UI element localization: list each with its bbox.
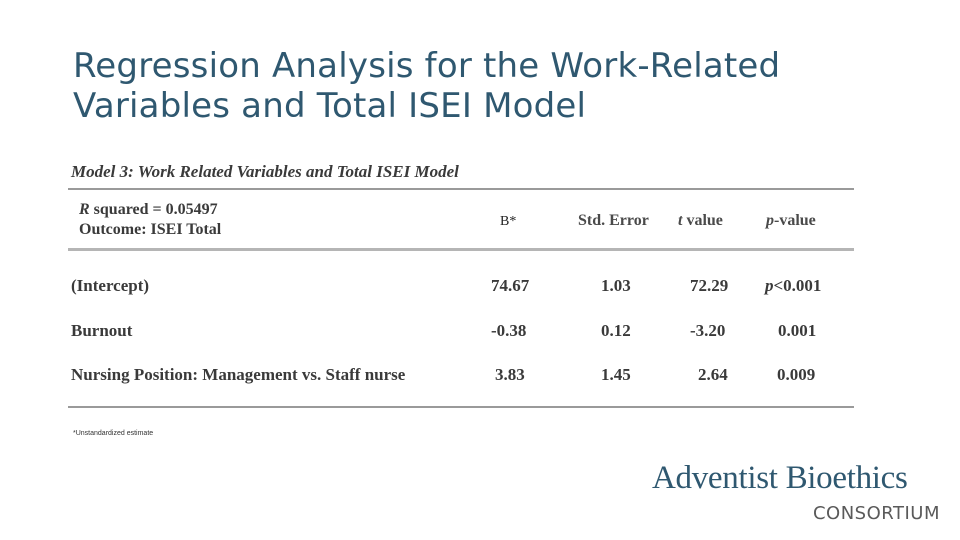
- table-row: (Intercept) 74.67 1.03 72.29 p<0.001: [68, 276, 854, 300]
- cell-std-error: 0.12: [601, 321, 631, 340]
- cell-t-value: 2.64: [698, 365, 728, 384]
- footnote: *Unstandardized estimate: [73, 430, 154, 437]
- cell-std-error: 1.45: [601, 365, 631, 384]
- logo-sub-text: CONSORTIUM: [812, 503, 940, 524]
- r-squared-value: squared = 0.05497: [89, 201, 218, 218]
- outcome-label: Outcome: ISEI Total: [79, 221, 222, 238]
- r-squared-symbol: R: [79, 201, 90, 218]
- slide-title: Regression Analysis for the Work-Related…: [73, 46, 781, 126]
- logo-main-text: Adventist Bioethics: [652, 460, 908, 496]
- cell-t-value: 72.29: [690, 276, 729, 295]
- header-t-value: t value: [678, 212, 723, 229]
- cell-p-value: p<0.001: [765, 276, 822, 295]
- table-bottom-rule: [68, 406, 854, 408]
- row-label: Burnout: [71, 321, 133, 340]
- cell-b: 74.67: [491, 276, 530, 295]
- cell-t-value: -3.20: [690, 321, 726, 340]
- table-row: Burnout -0.38 0.12 -3.20 0.001: [68, 321, 854, 345]
- model-summary: R squared = 0.05497 Outcome: ISEI Total: [79, 200, 221, 240]
- header-p-value: p-value: [766, 212, 816, 229]
- table-top-rule: [68, 188, 854, 190]
- cell-std-error: 1.03: [601, 276, 631, 295]
- cell-b: -0.38: [491, 321, 527, 340]
- model-caption: Model 3: Work Related Variables and Tota…: [71, 162, 459, 181]
- table-header-rule: [68, 248, 854, 251]
- row-label: (Intercept): [71, 276, 150, 295]
- cell-b: 3.83: [495, 365, 525, 384]
- header-std-error: Std. Error: [578, 212, 649, 229]
- cell-p-value: 0.001: [778, 321, 817, 340]
- table-row: Nursing Position: Management vs. Staff n…: [68, 365, 854, 389]
- adventist-bioethics-logo: Adventist Bioethics CONSORTIUM: [652, 460, 944, 530]
- row-label: Nursing Position: Management vs. Staff n…: [71, 365, 406, 384]
- cell-p-value: 0.009: [777, 365, 816, 384]
- header-b: B*: [500, 214, 517, 229]
